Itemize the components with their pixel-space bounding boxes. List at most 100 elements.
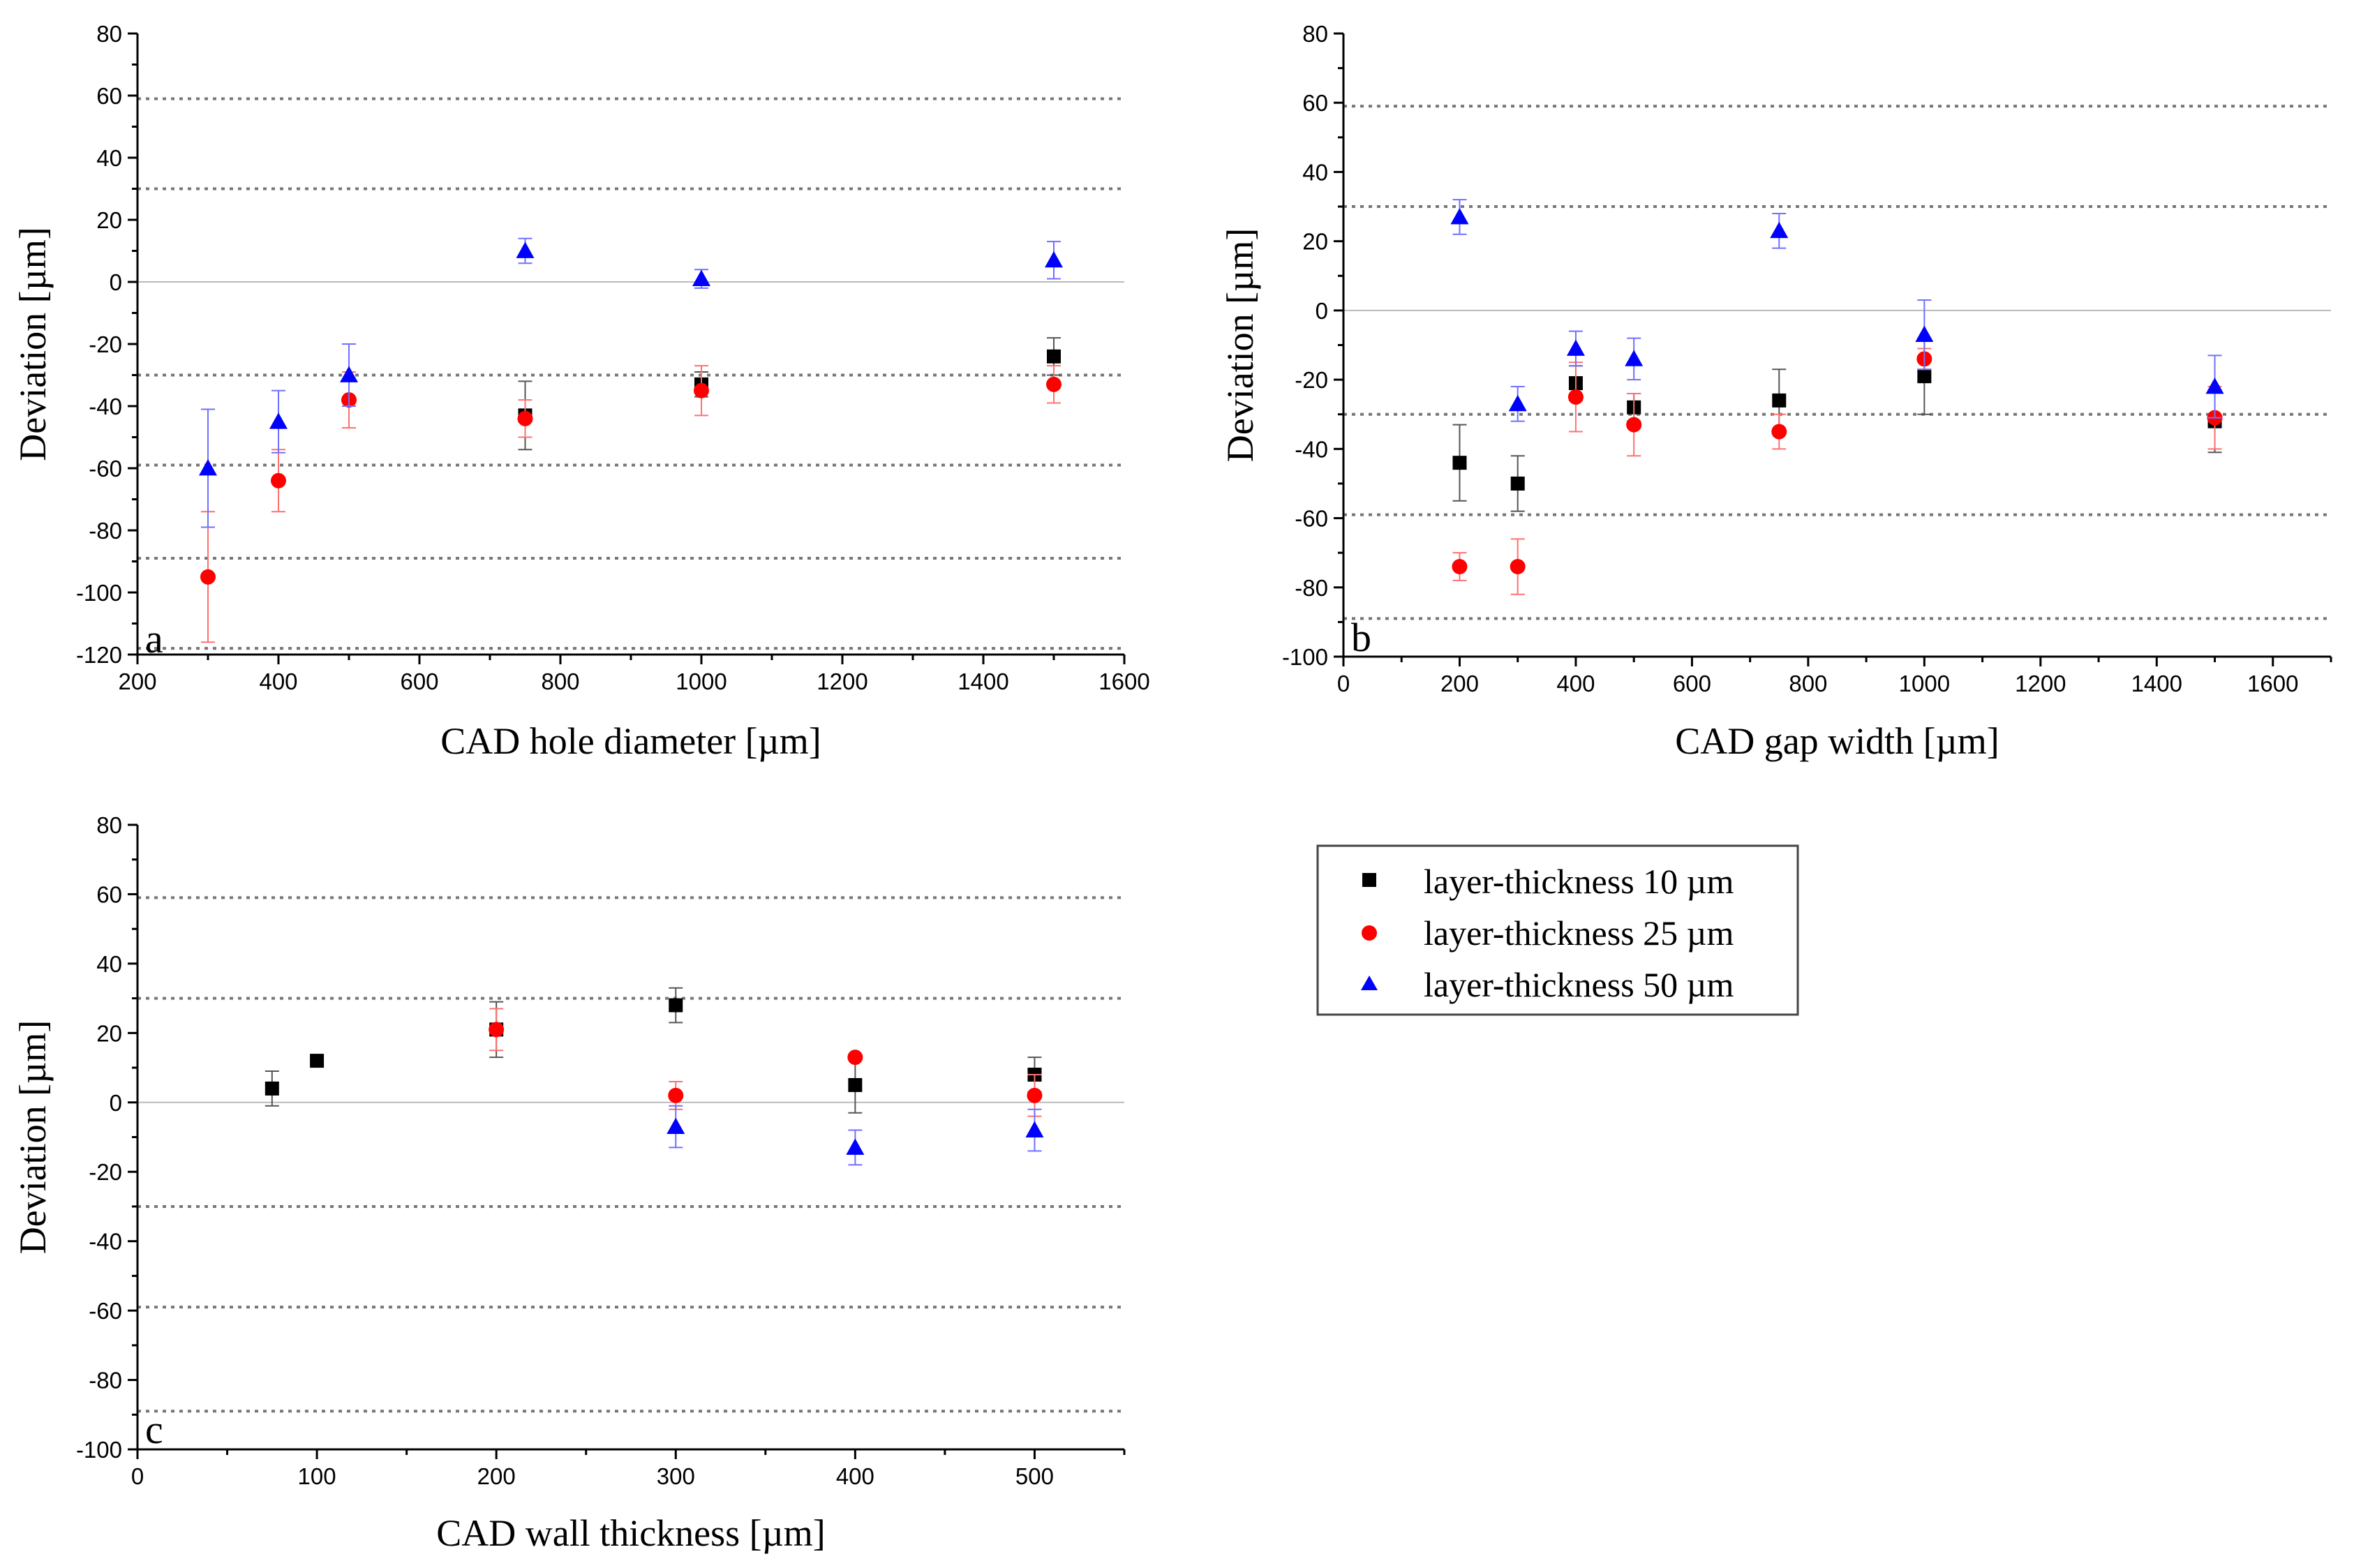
y-tick-label: 60 bbox=[96, 83, 122, 109]
y-tick-label: -20 bbox=[1295, 367, 1328, 393]
data-point-square bbox=[848, 1077, 863, 1092]
x-axis-title: CAD gap width [µm] bbox=[1675, 720, 1999, 762]
y-tick-label: -120 bbox=[76, 642, 122, 668]
x-tick-label: 400 bbox=[1556, 671, 1595, 696]
x-tick-label: 1400 bbox=[958, 669, 1008, 694]
y-tick-label: -80 bbox=[89, 1368, 122, 1394]
data-point-triangle bbox=[1625, 350, 1644, 366]
data-point-triangle bbox=[516, 241, 535, 258]
series-circle bbox=[200, 365, 1061, 643]
y-tick-label: 80 bbox=[96, 21, 122, 47]
data-point-square bbox=[1510, 476, 1525, 491]
x-tick-label: 800 bbox=[541, 669, 579, 694]
data-point-circle bbox=[1771, 424, 1787, 440]
data-point-triangle bbox=[1566, 339, 1585, 356]
y-tick-label: -20 bbox=[89, 331, 122, 357]
data-point-triangle bbox=[1045, 251, 1063, 268]
data-point-circle bbox=[200, 569, 216, 585]
data-point-triangle bbox=[846, 1138, 865, 1155]
data-point-circle bbox=[1510, 559, 1526, 575]
y-tick-label: 40 bbox=[1302, 159, 1328, 185]
data-point-triangle bbox=[2205, 378, 2224, 394]
data-point-square bbox=[1047, 349, 1061, 364]
data-point-square bbox=[265, 1081, 279, 1096]
data-point-square bbox=[1772, 393, 1787, 408]
x-tick-label: 1200 bbox=[817, 669, 867, 694]
x-tick-label: 1600 bbox=[1098, 669, 1149, 694]
x-tick-label: 200 bbox=[118, 669, 156, 694]
data-point-circle bbox=[1046, 376, 1061, 392]
x-tick-label: 500 bbox=[1015, 1463, 1054, 1489]
legend: layer-thickness 10 µm layer-thickness 25… bbox=[1316, 844, 1799, 1016]
legend-box bbox=[1316, 844, 1799, 1016]
data-point-circle bbox=[1452, 559, 1468, 575]
data-point-circle bbox=[1567, 389, 1584, 405]
y-tick-label: -100 bbox=[76, 580, 122, 606]
y-tick-label: -80 bbox=[89, 518, 122, 544]
y-tick-label: 40 bbox=[96, 145, 122, 171]
x-tick-label: 1600 bbox=[2247, 671, 2298, 696]
data-point-triangle bbox=[1915, 325, 1934, 343]
y-axis-title: Deviation [µm] bbox=[12, 1020, 54, 1255]
legend-label-10um: layer-thickness 10 µm bbox=[1424, 862, 1734, 901]
y-tick-label: -80 bbox=[1295, 575, 1328, 601]
legend-label-25um: layer-thickness 25 µm bbox=[1424, 913, 1734, 953]
data-point-triangle bbox=[269, 412, 288, 429]
data-point-triangle bbox=[692, 269, 710, 286]
x-tick-label: 100 bbox=[298, 1463, 336, 1489]
x-tick-label: 200 bbox=[477, 1463, 516, 1489]
y-tick-label: 40 bbox=[96, 951, 122, 977]
series-triangle bbox=[1450, 199, 2224, 422]
y-axis-title: Deviation [µm] bbox=[12, 227, 54, 461]
x-tick-label: 600 bbox=[400, 669, 438, 694]
x-tick-label: 0 bbox=[1337, 671, 1350, 696]
x-axis-title: CAD hole diameter [µm] bbox=[440, 720, 821, 762]
data-point-triangle bbox=[1508, 394, 1527, 412]
x-tick-label: 1400 bbox=[2131, 671, 2182, 696]
panel-c: -100 -80 -60 -40 -20 0 20 40 60 80 0 100 200 300 400 50… bbox=[12, 812, 1126, 1554]
y-tick-label: -60 bbox=[89, 1298, 122, 1324]
y-tick-label: -60 bbox=[1295, 506, 1328, 532]
data-point-triangle bbox=[199, 459, 217, 476]
data-point-circle bbox=[668, 1087, 684, 1103]
y-tick-label: 60 bbox=[96, 881, 122, 907]
x-tick-label: 1000 bbox=[676, 669, 727, 694]
data-point-circle bbox=[1626, 417, 1642, 433]
y-tick-label: -60 bbox=[89, 456, 122, 481]
data-point-triangle bbox=[666, 1117, 685, 1134]
x-tick-label: 200 bbox=[1440, 671, 1479, 696]
x-tick-label: 1200 bbox=[2015, 671, 2066, 696]
y-axis-title: Deviation [µm] bbox=[1219, 228, 1261, 463]
data-point-square bbox=[1917, 369, 1932, 384]
x-tick-label: 800 bbox=[1789, 671, 1827, 696]
panel-tag: c bbox=[145, 1407, 163, 1452]
data-point-circle bbox=[694, 382, 709, 398]
data-point-circle bbox=[517, 410, 533, 426]
square-marker-icon bbox=[1362, 873, 1376, 887]
y-tick-label: -40 bbox=[89, 1229, 122, 1255]
y-tick-label: 0 bbox=[110, 269, 122, 295]
series-triangle bbox=[666, 1105, 1044, 1166]
y-tick-label: -100 bbox=[76, 1437, 122, 1463]
legend-entry-10um: layer-thickness 10 µm bbox=[1362, 862, 1734, 901]
y-tick-label: 80 bbox=[96, 812, 122, 838]
data-point-triangle bbox=[340, 366, 358, 382]
y-tick-label: 20 bbox=[1302, 229, 1328, 255]
x-tick-label: 400 bbox=[836, 1463, 874, 1489]
y-tick-label: 20 bbox=[96, 207, 122, 233]
y-tick-label: -100 bbox=[1282, 644, 1328, 670]
circle-marker-icon bbox=[1362, 925, 1377, 941]
y-tick-label: 60 bbox=[1302, 90, 1328, 116]
triangle-marker-icon bbox=[1361, 976, 1378, 990]
x-tick-label: 600 bbox=[1673, 671, 1711, 696]
legend-label-50um: layer-thickness 50 µm bbox=[1424, 965, 1734, 1004]
x-tick-label: 1000 bbox=[1899, 671, 1950, 696]
data-point-circle bbox=[271, 472, 286, 488]
x-axis-title: CAD wall thickness [µm] bbox=[436, 1512, 826, 1554]
data-point-square bbox=[1452, 456, 1467, 470]
legend-entry-25um: layer-thickness 25 µm bbox=[1362, 913, 1734, 953]
y-tick-label: -20 bbox=[89, 1159, 122, 1185]
panel-tag: b bbox=[1351, 615, 1371, 660]
